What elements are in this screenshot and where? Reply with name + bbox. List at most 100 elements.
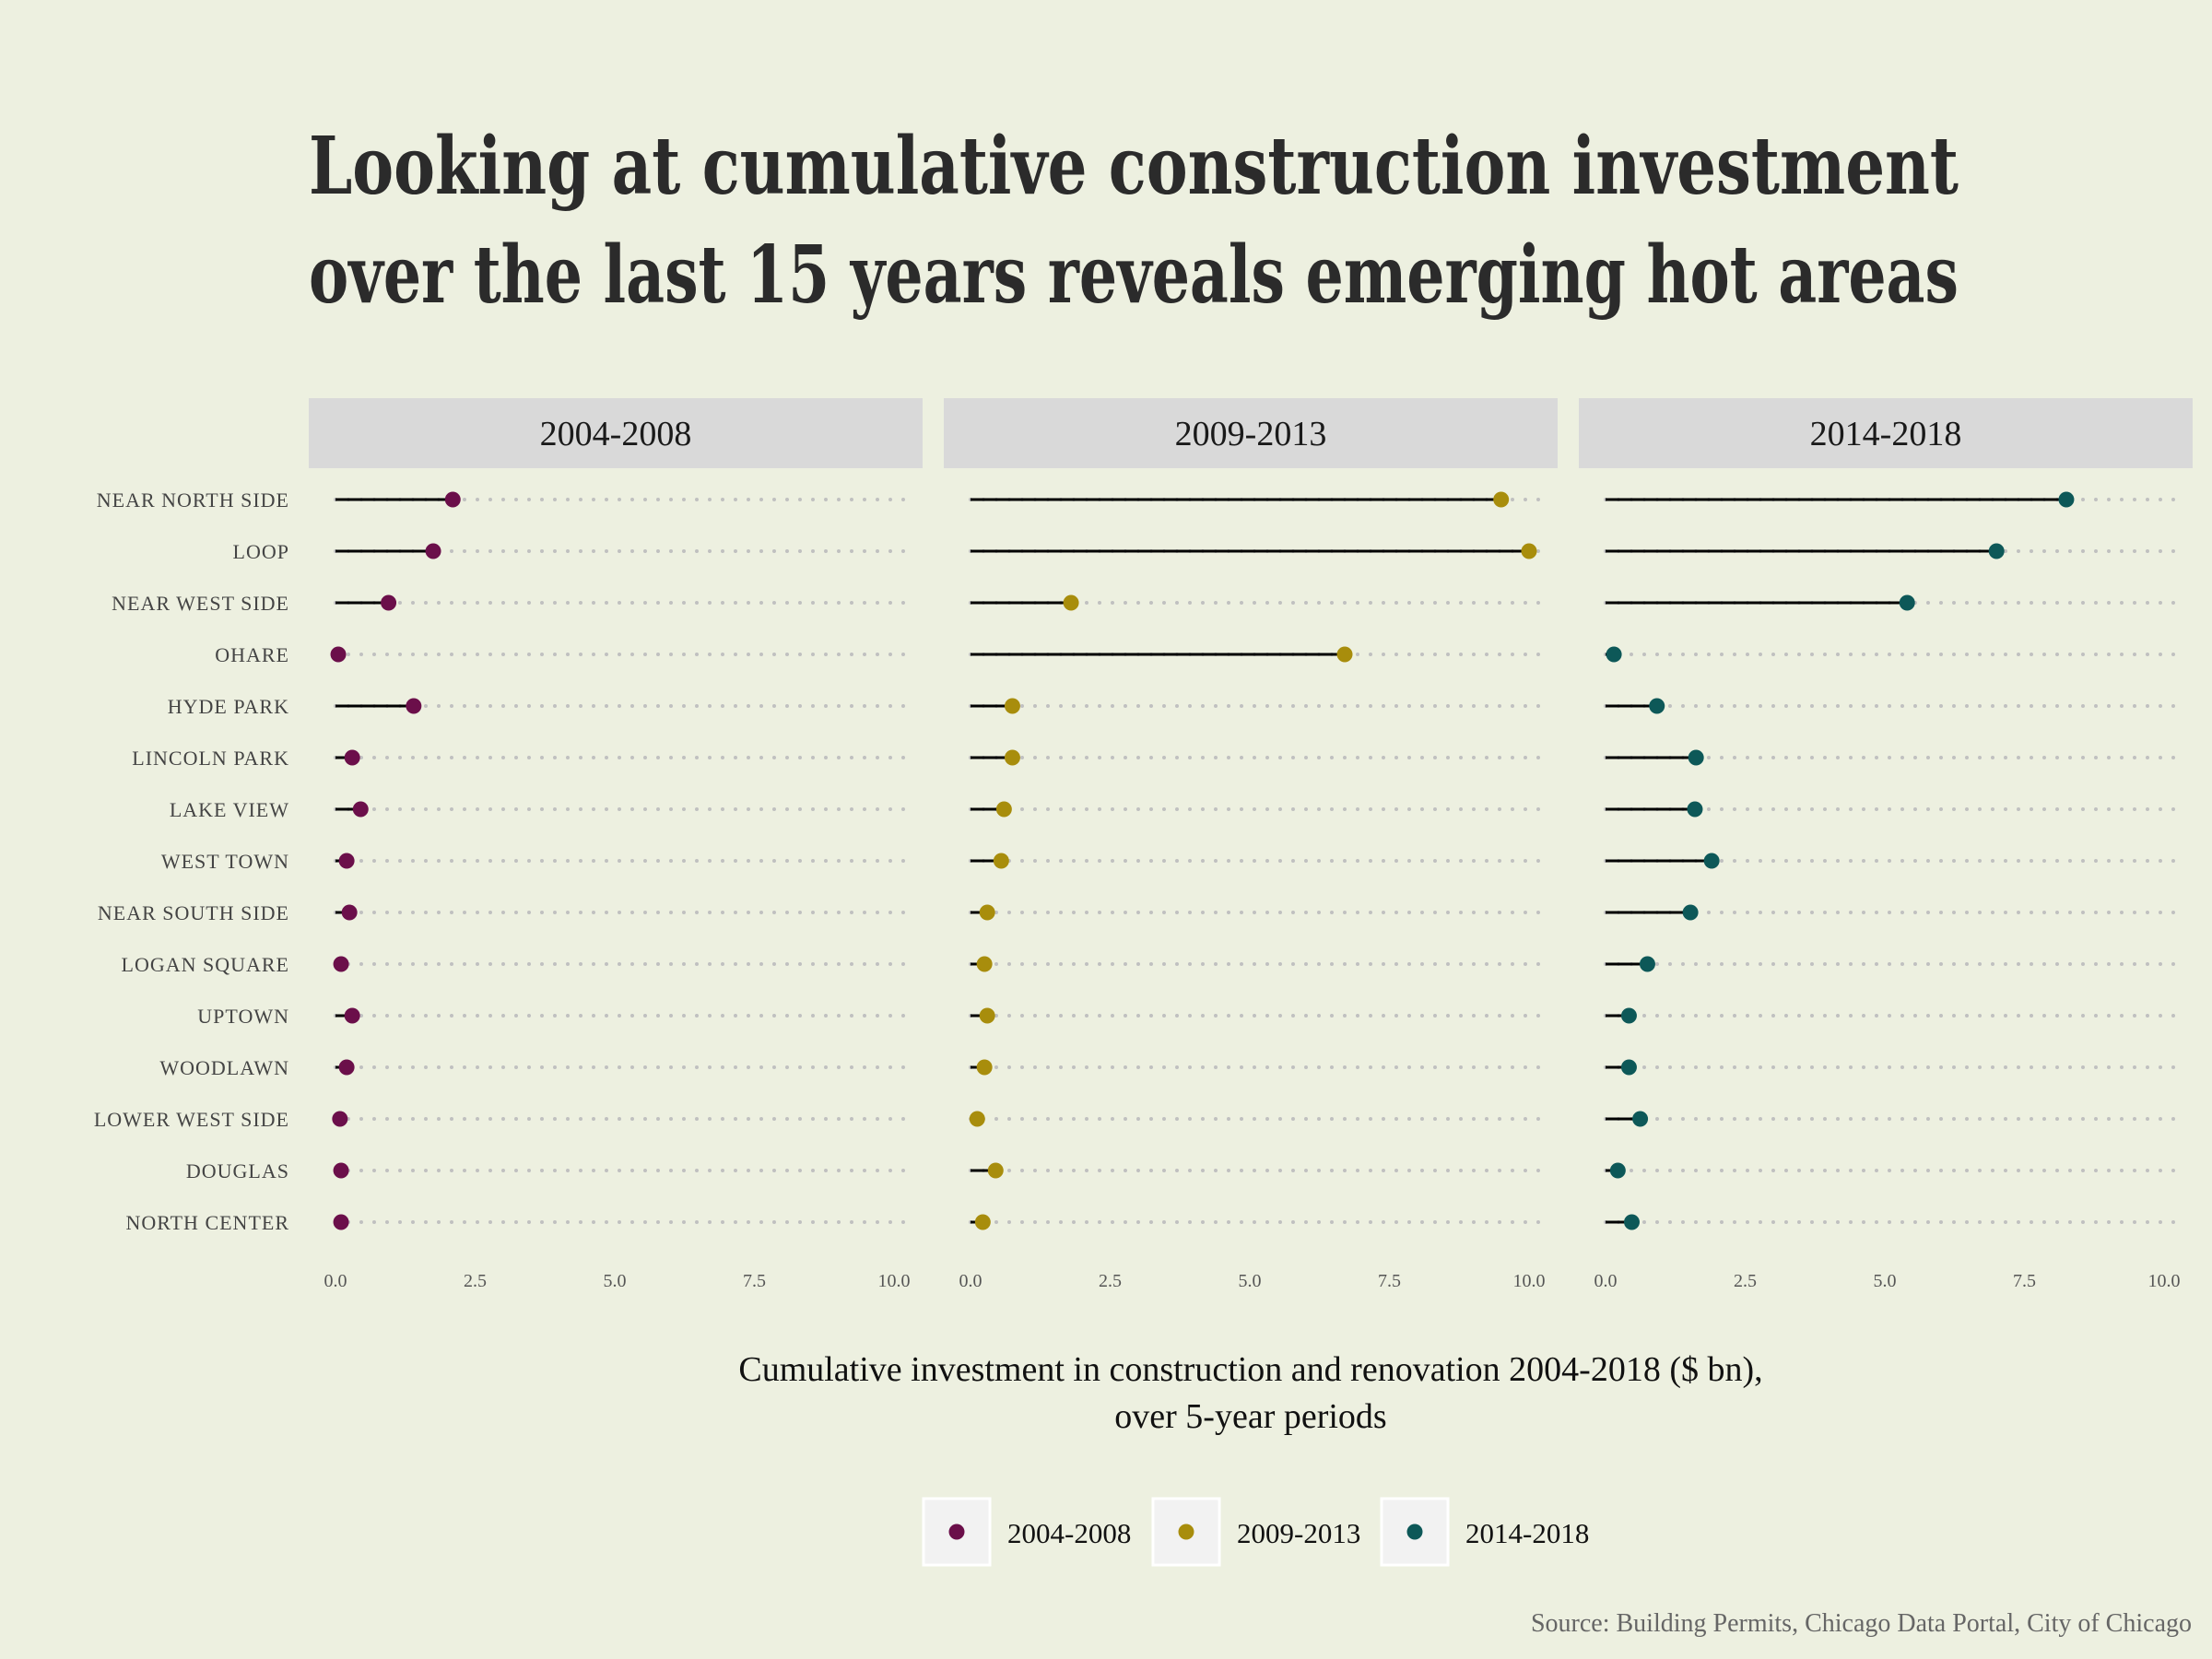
x-tick-label: 10.0	[2148, 1271, 2181, 1291]
panel-2004-2008: 2004-2008 0.0 2.5 5.0 7.5 10.0	[309, 398, 923, 1291]
data-point	[1004, 698, 1020, 714]
data-point	[1623, 1214, 1640, 1230]
data-point	[1649, 698, 1665, 714]
x-tick-label: 0.0	[324, 1271, 347, 1291]
data-point	[987, 1162, 1004, 1179]
x-tick-label: 0.0	[1594, 1271, 1618, 1291]
category-label: HYDE PARK	[168, 695, 289, 718]
data-point	[2058, 491, 2075, 508]
category-label: NEAR NORTH SIDE	[97, 488, 289, 512]
legend-label: 2004-2008	[1007, 1517, 1131, 1549]
data-point	[979, 1007, 995, 1024]
category-label: WOODLAWN	[159, 1056, 289, 1079]
data-point	[333, 1214, 349, 1230]
data-point	[341, 904, 358, 921]
data-point	[344, 1007, 360, 1024]
panel-strip	[1579, 398, 2193, 468]
data-point	[1063, 594, 1079, 611]
x-axis-label-line-1: Cumulative investment in construction an…	[738, 1350, 1762, 1389]
data-point	[333, 956, 349, 972]
data-point	[1899, 594, 1915, 611]
category-label: NORTH CENTER	[125, 1211, 289, 1234]
data-point	[974, 1214, 991, 1230]
data-point	[1004, 749, 1020, 766]
legend-swatch	[1178, 1524, 1194, 1540]
x-axis-label: Cumulative investment in construction an…	[738, 1350, 1762, 1436]
data-point	[1606, 646, 1622, 663]
category-label: NEAR WEST SIDE	[112, 592, 289, 615]
facet-panels: 2004-2008 0.0 2.5 5.0 7.5 10.0 2009-2013 0.0 2.5…	[309, 398, 2193, 1291]
data-point	[1336, 646, 1353, 663]
data-point	[976, 956, 993, 972]
data-point	[1703, 853, 1720, 869]
category-label: LOWER WEST SIDE	[94, 1108, 289, 1131]
data-point	[352, 801, 369, 818]
category-label: LOOP	[233, 540, 289, 563]
data-point	[381, 594, 397, 611]
data-point	[1682, 904, 1699, 921]
data-point	[406, 698, 422, 714]
x-tick-label: 7.5	[2013, 1271, 2036, 1291]
data-point	[333, 1162, 349, 1179]
data-point	[969, 1111, 985, 1127]
legend-label: 2014-2018	[1465, 1517, 1589, 1549]
category-label: WEST TOWN	[161, 850, 289, 873]
x-tick-label: 5.0	[1239, 1271, 1262, 1291]
x-tick-label: 10.0	[1513, 1271, 1546, 1291]
x-tick-label: 0.0	[959, 1271, 982, 1291]
data-point	[332, 1111, 348, 1127]
legend-item-2004-2008: 2004-2008	[922, 1497, 1131, 1567]
data-point	[1609, 1162, 1626, 1179]
panel-strip-label: 2014-2018	[1810, 415, 1962, 453]
data-point	[1687, 801, 1703, 818]
panel-strip	[309, 398, 923, 468]
source-note: Source: Building Permits, Chicago Data P…	[1531, 1609, 2192, 1638]
data-point	[1620, 1007, 1637, 1024]
data-point	[1639, 956, 1655, 972]
data-point	[338, 853, 355, 869]
category-label: LINCOLN PARK	[132, 747, 289, 770]
data-point	[338, 1059, 355, 1076]
data-point	[1493, 491, 1510, 508]
x-tick-label: 7.5	[743, 1271, 766, 1291]
panel-strip	[944, 398, 1558, 468]
x-tick-label: 10.0	[878, 1271, 911, 1291]
title-line-1: Looking at cumulative construction inves…	[309, 120, 1959, 213]
data-point	[344, 749, 360, 766]
panel-strip-label: 2009-2013	[1175, 415, 1327, 453]
data-point	[976, 1059, 993, 1076]
category-label: UPTOWN	[197, 1005, 289, 1028]
data-point	[425, 543, 441, 559]
legend-label: 2009-2013	[1237, 1517, 1360, 1549]
legend-item-2014-2018: 2014-2018	[1380, 1497, 1589, 1567]
panel-strip-label: 2004-2008	[540, 415, 692, 453]
data-point	[993, 853, 1009, 869]
x-tick-label: 5.0	[604, 1271, 627, 1291]
category-labels: NEAR NORTH SIDE LOOP NEAR WEST SIDE OHARE HY…	[94, 488, 290, 1234]
category-label: LAKE VIEW	[170, 798, 289, 821]
category-label: LOGAN SQUARE	[122, 953, 290, 976]
data-point	[1521, 543, 1537, 559]
data-point	[979, 904, 995, 921]
x-axis-label-line-2: over 5-year periods	[1114, 1397, 1386, 1436]
x-tick-label: 2.5	[1734, 1271, 1757, 1291]
data-point	[995, 801, 1012, 818]
x-tick-label: 2.5	[464, 1271, 487, 1291]
legend: 2004-2008 2009-2013 2014-2018	[922, 1497, 1589, 1567]
category-label: NEAR SOUTH SIDE	[98, 901, 289, 924]
data-point	[330, 646, 347, 663]
data-point	[1988, 543, 2005, 559]
category-label: DOUGLAS	[186, 1159, 289, 1182]
panel-2009-2013: 2009-2013 0.0 2.5 5.0 7.5 10.0	[944, 398, 1558, 1291]
data-point	[1632, 1111, 1649, 1127]
x-tick-label: 2.5	[1099, 1271, 1122, 1291]
data-point	[1688, 749, 1704, 766]
x-tick-label: 5.0	[1874, 1271, 1897, 1291]
category-label: OHARE	[215, 643, 289, 666]
panel-2014-2018: 2014-2018 0.0 2.5 5.0 7.5 10.0	[1579, 398, 2193, 1291]
chart-title: Looking at cumulative construction inves…	[309, 120, 1959, 322]
legend-swatch	[1406, 1524, 1423, 1540]
title-line-2: over the last 15 years reveals emerging …	[309, 229, 1959, 322]
x-tick-label: 7.5	[1378, 1271, 1401, 1291]
